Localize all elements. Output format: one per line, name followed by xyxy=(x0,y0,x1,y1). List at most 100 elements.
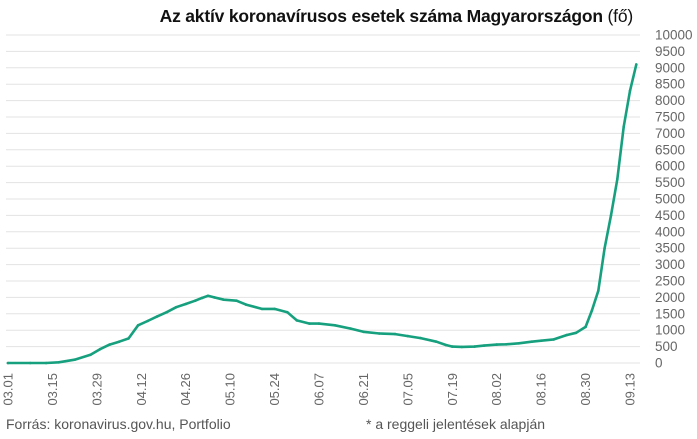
y-tick-label: 8000 xyxy=(655,93,685,108)
data-point xyxy=(504,343,508,346)
x-tick-label: 09.13 xyxy=(623,373,638,406)
data-point xyxy=(308,322,311,325)
data-point xyxy=(435,340,438,344)
data-point xyxy=(98,347,102,351)
data-point xyxy=(616,178,619,181)
y-tick-label: 4000 xyxy=(655,224,685,239)
y-tick-label: 7500 xyxy=(655,110,685,125)
data-point xyxy=(184,302,187,306)
data-point xyxy=(222,298,226,302)
data-point xyxy=(406,334,410,338)
data-point xyxy=(530,340,533,344)
x-tick-label: 08.30 xyxy=(578,373,593,406)
data-point xyxy=(539,339,543,343)
chart-title-unit: (fő) xyxy=(607,6,634,26)
y-tick-label: 2500 xyxy=(655,274,685,289)
x-tick-label: 03.15 xyxy=(45,373,60,406)
data-point xyxy=(552,338,556,341)
chart-title-text: Az aktív koronavírusos esetek száma Magy… xyxy=(159,6,603,26)
x-tick-label: 05.10 xyxy=(223,373,238,406)
data-point xyxy=(444,343,448,347)
data-point xyxy=(574,331,578,335)
y-tick-label: 6000 xyxy=(655,159,685,174)
data-point xyxy=(28,361,32,365)
data-point xyxy=(590,309,594,312)
data-point xyxy=(193,299,197,303)
data-point xyxy=(146,319,149,323)
data-point xyxy=(609,214,613,217)
source-note: Forrás: koronavirus.gov.hu, Portfolio xyxy=(6,416,231,432)
data-point xyxy=(73,358,76,362)
data-point xyxy=(117,340,121,344)
series-line-layer xyxy=(6,63,638,365)
data-point xyxy=(165,310,168,314)
data-point xyxy=(517,342,521,345)
data-point xyxy=(495,343,499,346)
series-line xyxy=(6,63,638,365)
data-point xyxy=(174,305,178,309)
x-tick-label: 03.01 xyxy=(1,373,16,406)
data-point xyxy=(565,333,568,337)
x-axis-tick-labels: 03.01 03.15 03.29 04.12 04.26 05.10 05.24 06.07… xyxy=(1,373,638,406)
footnote: * a reggeli jelentések alapján xyxy=(366,416,546,432)
data-point xyxy=(89,353,92,357)
data-point xyxy=(603,246,606,250)
y-tick-label: 1000 xyxy=(655,323,685,338)
data-point xyxy=(473,345,476,348)
data-point xyxy=(317,322,321,325)
y-tick-label: 2000 xyxy=(655,290,685,305)
y-tick-label: 500 xyxy=(655,339,678,354)
data-point xyxy=(213,296,216,299)
x-tick-label: 03.29 xyxy=(89,373,104,406)
data-point xyxy=(635,63,638,66)
chart-title: Az aktív koronavírusos esetek száma Magy… xyxy=(159,6,634,27)
data-point xyxy=(260,307,264,311)
data-point xyxy=(155,315,159,318)
x-tick-label: 04.26 xyxy=(178,373,193,406)
data-point xyxy=(108,343,111,346)
x-tick-label: 06.21 xyxy=(356,373,371,406)
data-point xyxy=(57,361,61,364)
y-tick-label: 0 xyxy=(655,356,663,371)
y-tick-label: 7000 xyxy=(655,126,685,141)
data-point xyxy=(244,303,248,306)
data-point xyxy=(6,361,10,365)
y-tick-label: 6500 xyxy=(655,142,685,157)
x-tick-label: 06.07 xyxy=(312,373,327,406)
y-tick-label: 4500 xyxy=(655,208,685,223)
data-point xyxy=(378,332,381,335)
data-point xyxy=(136,324,140,327)
data-point xyxy=(206,294,210,298)
x-tick-label: 08.16 xyxy=(534,373,549,406)
data-point xyxy=(622,125,625,129)
x-tick-label: 07.19 xyxy=(445,373,460,406)
data-point xyxy=(584,325,587,329)
y-tick-label: 3500 xyxy=(655,241,685,256)
y-tick-label: 3000 xyxy=(655,257,685,272)
x-tick-label: 05.24 xyxy=(267,373,282,406)
data-point xyxy=(451,345,454,348)
y-tick-label: 10000 xyxy=(655,28,693,43)
y-tick-label: 9000 xyxy=(655,60,685,75)
y-tick-label: 1500 xyxy=(655,306,685,321)
data-point xyxy=(200,296,203,300)
data-point xyxy=(482,344,486,347)
x-tick-label: 04.12 xyxy=(134,373,149,406)
data-point xyxy=(333,324,337,327)
data-point xyxy=(419,336,422,340)
data-point xyxy=(286,310,289,314)
data-point xyxy=(597,289,600,293)
y-tick-label: 5500 xyxy=(655,175,685,190)
data-point xyxy=(44,361,48,365)
data-point xyxy=(362,330,365,334)
data-point xyxy=(127,337,130,340)
y-tick-label: 9500 xyxy=(655,44,685,59)
y-tick-label: 5000 xyxy=(655,192,685,207)
data-point xyxy=(349,327,353,330)
data-point xyxy=(295,319,299,322)
data-point xyxy=(393,332,397,336)
grid-lines xyxy=(6,34,640,364)
data-point xyxy=(460,345,464,349)
